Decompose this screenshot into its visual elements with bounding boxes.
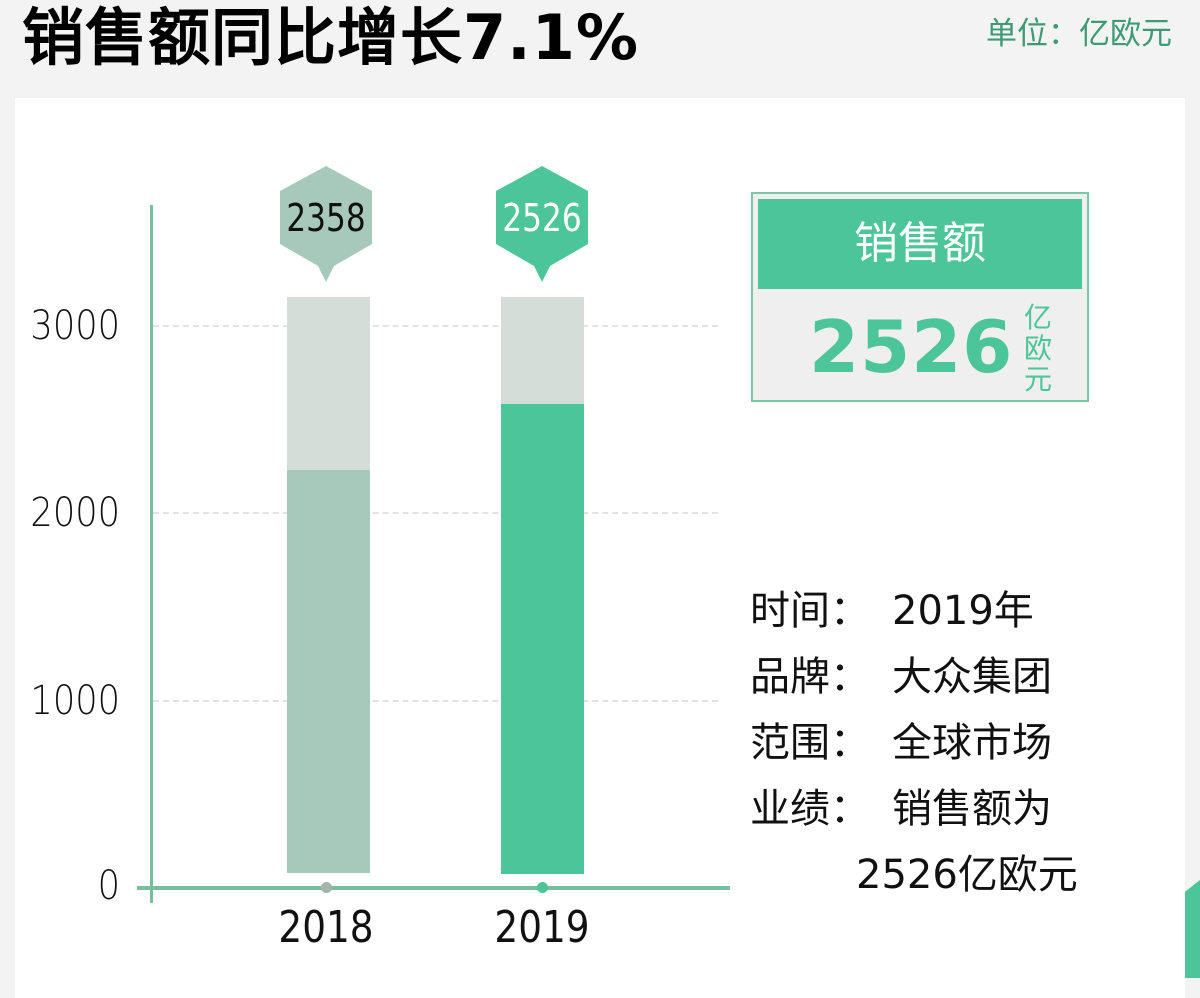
info-key: 业绩： bbox=[750, 786, 870, 832]
bar-2019[interactable] bbox=[501, 404, 584, 874]
unit-char: 亿 bbox=[1023, 301, 1052, 334]
summary-label: 销售额 bbox=[758, 199, 1082, 289]
y-axis bbox=[150, 205, 153, 903]
summary-unit: 亿 欧 元 bbox=[1021, 302, 1055, 395]
badge-value: 2526 bbox=[502, 196, 582, 240]
gridline-1000 bbox=[153, 700, 718, 702]
hexagon-pin-icon bbox=[496, 166, 588, 282]
unit-char: 欧 bbox=[1023, 332, 1052, 365]
y-tick-label: 0 bbox=[97, 863, 120, 909]
summary-value: 2526 bbox=[809, 305, 1014, 389]
unit-label: 单位：亿欧元 bbox=[986, 16, 1172, 52]
info-value: 销售额为 bbox=[892, 786, 1052, 832]
info-key: 品牌： bbox=[750, 654, 870, 700]
gridline-3000 bbox=[153, 325, 718, 327]
info-value: 2019年 bbox=[892, 588, 1034, 634]
info-key: 时间： bbox=[750, 588, 870, 634]
info-row-time: 时间： 2019年 bbox=[750, 578, 1078, 644]
x-tick-dot-2019 bbox=[537, 882, 548, 893]
info-row-continuation: 2526亿欧元 bbox=[856, 852, 1078, 898]
x-label-2019: 2019 bbox=[494, 902, 590, 953]
summary-box: 销售额 2526 亿 欧 元 bbox=[751, 192, 1089, 402]
value-badge-2018: 2358 bbox=[280, 166, 372, 284]
y-tick-label: 1000 bbox=[30, 678, 121, 724]
corner-accent-decoration bbox=[1185, 880, 1200, 978]
x-tick-dot-2018 bbox=[321, 882, 332, 893]
y-tick-label: 3000 bbox=[30, 303, 121, 349]
bar-2018[interactable] bbox=[287, 470, 370, 873]
value-badge-2019: 2526 bbox=[496, 166, 588, 284]
x-axis bbox=[137, 886, 730, 890]
page-title: 销售额同比增长7.1% bbox=[22, 1, 639, 74]
info-block: 时间： 2019年 品牌： 大众集团 范围： 全球市场 业绩： 销售额为 2526亿欧元 bbox=[750, 578, 1078, 908]
info-row-performance: 业绩： 销售额为 bbox=[750, 776, 1078, 842]
info-key: 范围： bbox=[750, 720, 870, 766]
info-value: 大众集团 bbox=[892, 654, 1052, 700]
x-label-2018: 2018 bbox=[278, 902, 374, 953]
badge-value: 2358 bbox=[286, 196, 366, 240]
info-row-scope: 范围： 全球市场 bbox=[750, 710, 1078, 776]
gridline-2000 bbox=[153, 512, 718, 514]
info-value: 全球市场 bbox=[892, 720, 1052, 766]
info-row-brand: 品牌： 大众集团 bbox=[750, 644, 1078, 710]
y-tick-label: 2000 bbox=[30, 490, 121, 536]
unit-char: 元 bbox=[1023, 363, 1052, 396]
hexagon-pin-icon bbox=[280, 166, 372, 282]
